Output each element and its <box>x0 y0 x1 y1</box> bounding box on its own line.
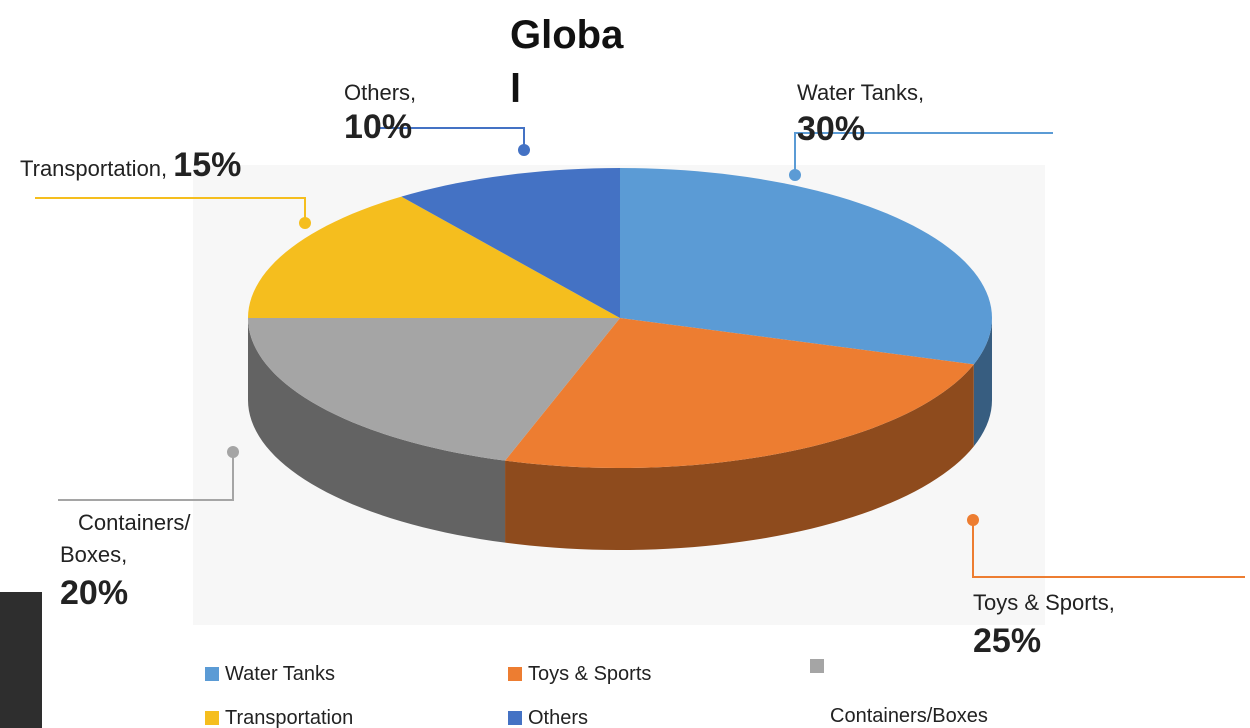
data-label-name-part: Boxes <box>60 542 121 567</box>
separator: , <box>161 156 167 181</box>
legend-swatch <box>508 667 522 681</box>
leader-line <box>58 452 234 501</box>
data-label-value: 25% <box>973 622 1041 660</box>
data-label-value: 20% <box>60 574 128 612</box>
data-label: Transportation, 15% <box>20 146 241 184</box>
legend-label: Transportation <box>225 707 353 728</box>
data-label-name: Toys & Sports <box>973 590 1109 615</box>
data-label: Others, <box>344 80 416 105</box>
legend-swatch <box>810 659 824 673</box>
data-label-name: Others <box>344 80 410 105</box>
legend-label: Toys & Sports <box>528 663 651 685</box>
data-label-name: Water Tanks <box>797 80 918 105</box>
slice <box>401 168 620 318</box>
leader-line <box>380 127 525 150</box>
separator: , <box>1109 590 1115 615</box>
data-label-name: Containers/ <box>78 510 191 535</box>
leader-dot <box>227 446 239 458</box>
photo-fragment <box>0 592 42 728</box>
slice <box>620 168 992 365</box>
leader-dot <box>967 514 979 526</box>
slice <box>248 196 620 318</box>
data-label-value: 15% <box>173 146 241 184</box>
separator: , <box>918 80 924 105</box>
slice-side <box>505 364 974 550</box>
leader-dot <box>518 144 530 156</box>
leader-line <box>35 197 306 223</box>
legend-label: Others <box>528 707 588 728</box>
slice <box>505 318 974 468</box>
slice <box>248 318 620 461</box>
slice-side <box>973 318 992 447</box>
data-label-value: 30% <box>797 110 865 148</box>
data-label: Toys & Sports, <box>973 590 1115 615</box>
separator: , <box>410 80 416 105</box>
slice-side <box>248 318 506 543</box>
data-label-value: 10% <box>344 108 412 146</box>
data-label: Water Tanks, <box>797 80 924 105</box>
legend-label: Containers/Boxes <box>830 705 988 727</box>
leader-line <box>972 520 1245 578</box>
separator: , <box>121 542 127 567</box>
leader-dot <box>789 169 801 181</box>
data-label-name: Boxes, <box>60 542 127 567</box>
data-label-name: Transportation <box>20 156 161 181</box>
leader-dot <box>299 217 311 229</box>
legend-label: Water Tanks <box>225 663 335 685</box>
chart-title: Global <box>510 13 624 111</box>
legend-swatch <box>508 711 522 725</box>
leader-line <box>794 132 1053 175</box>
legend-swatch <box>205 711 219 725</box>
legend-swatch <box>205 667 219 681</box>
